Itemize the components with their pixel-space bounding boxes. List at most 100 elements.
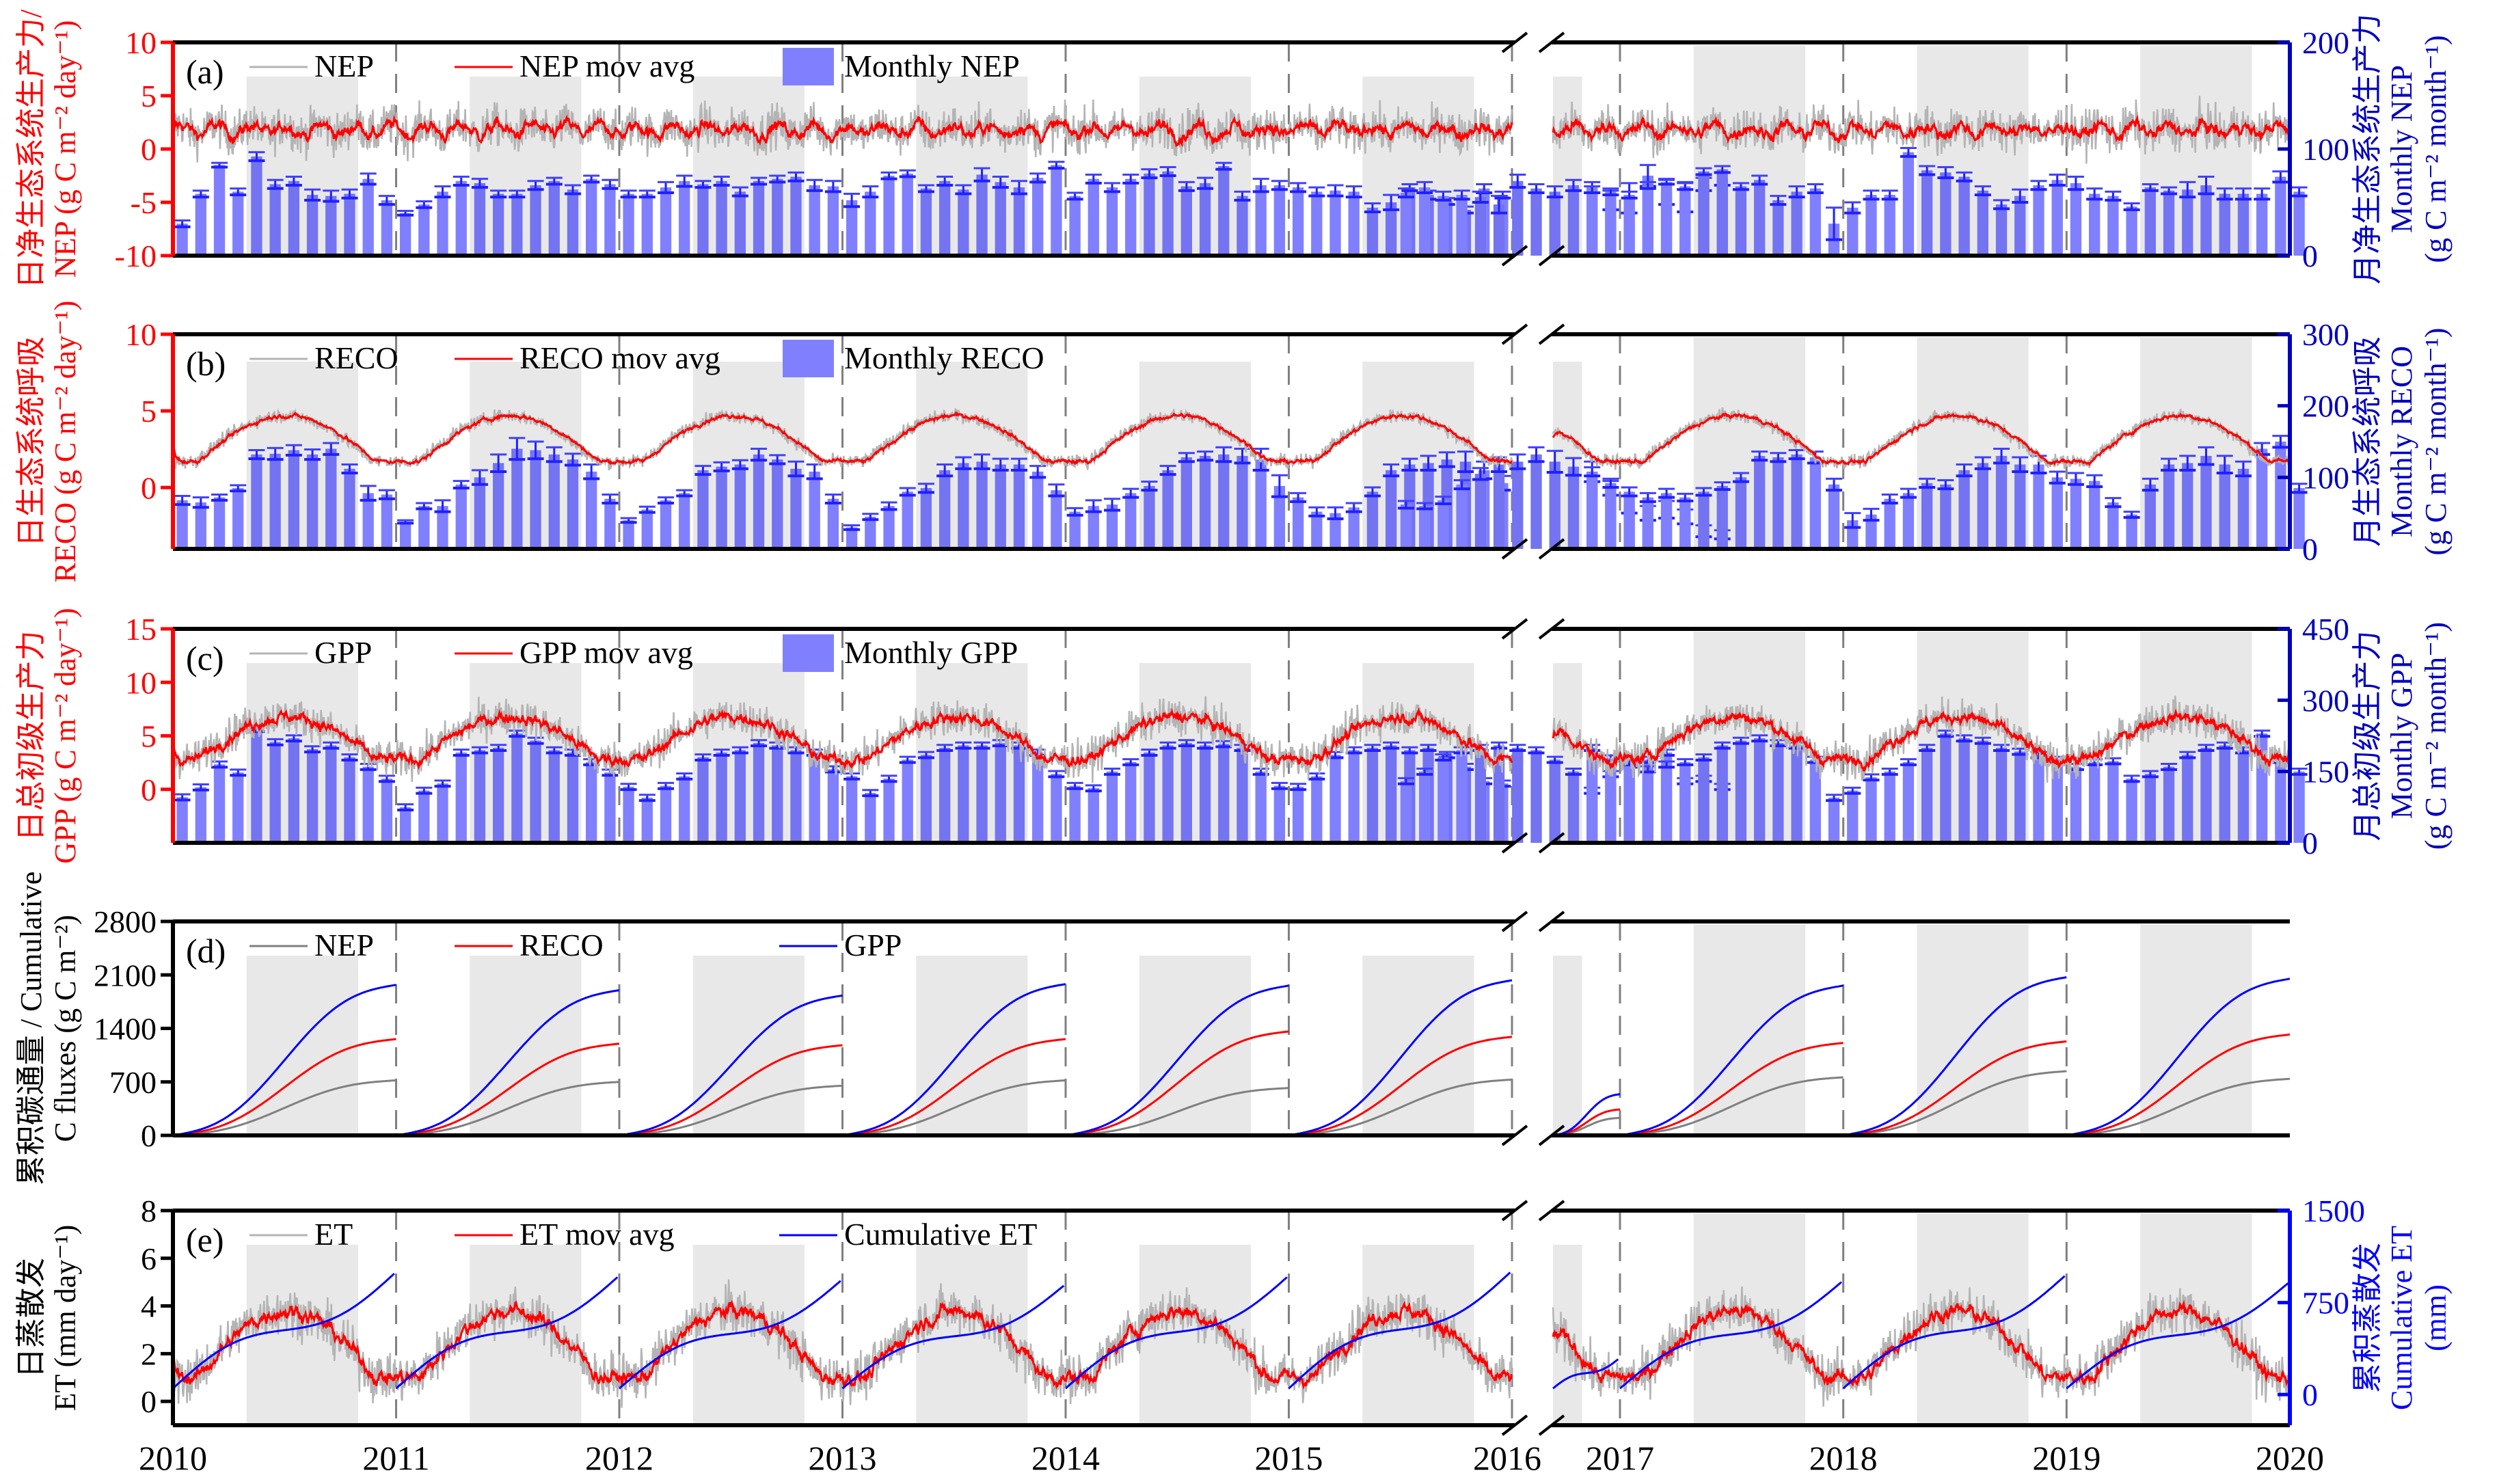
monthly-bar xyxy=(976,461,988,549)
monthly-bar xyxy=(511,193,523,256)
cumulative-reco-line xyxy=(396,1042,620,1137)
monthly-bar xyxy=(288,450,300,549)
monthly-bar xyxy=(1255,459,1267,549)
monthly-bar xyxy=(660,785,672,843)
growing-season-shade xyxy=(916,663,1028,843)
monthly-bar xyxy=(1679,186,1691,256)
daily-series-line xyxy=(172,99,1513,163)
monthly-bar xyxy=(1586,189,1598,256)
monthly-bar xyxy=(1237,747,1248,843)
growing-season-shade xyxy=(2140,924,2252,1135)
right-tick-label: 0 xyxy=(2302,1377,2318,1412)
monthly-bar xyxy=(1716,745,1728,843)
monthly-bar xyxy=(679,493,690,549)
right-tick-label: 450 xyxy=(2302,612,2349,647)
monthly-bar xyxy=(1567,771,1580,843)
monthly-bar xyxy=(1051,490,1062,549)
monthly-bar xyxy=(1088,178,1099,256)
monthly-bar xyxy=(679,180,690,256)
growing-season-shade xyxy=(246,956,358,1135)
left-tick-label: 0 xyxy=(141,1118,157,1153)
panel-tag: (c) xyxy=(186,639,224,677)
monthly-bar xyxy=(1400,504,1412,549)
left-tick-label: 2 xyxy=(141,1336,157,1371)
monthly-bar xyxy=(827,186,839,256)
monthly-bar xyxy=(1698,491,1710,549)
monthly-bar xyxy=(753,180,765,256)
cumulative-et-line xyxy=(1552,1358,1619,1390)
monthly-bar xyxy=(2126,514,2137,549)
monthly-bar xyxy=(902,759,913,843)
monthly-bar xyxy=(1679,761,1691,843)
monthly-bar xyxy=(1958,176,1970,256)
monthly-bar xyxy=(2144,484,2156,549)
monthly-bar xyxy=(809,185,820,256)
monthly-bar xyxy=(213,165,226,256)
monthly-bar xyxy=(1865,514,1877,549)
monthly-bar xyxy=(1995,204,2008,256)
monthly-bar xyxy=(2107,761,2119,843)
monthly-bar xyxy=(1902,493,1915,549)
monthly-bar xyxy=(2256,193,2268,256)
monthly-bar xyxy=(2237,193,2250,256)
left-tick-label: 2100 xyxy=(94,958,157,993)
monthly-bar xyxy=(2033,185,2044,256)
monthly-bar xyxy=(195,787,206,843)
growing-season-shade xyxy=(1693,45,1806,256)
monthly-bar xyxy=(251,454,262,549)
monthly-bar xyxy=(2275,759,2286,843)
left-tick-label: 6 xyxy=(141,1241,157,1276)
right-tick-label: 750 xyxy=(2302,1286,2349,1321)
cumulative-nep-line xyxy=(396,1081,620,1137)
monthly-bar xyxy=(1292,187,1304,256)
left-tick-label: 4 xyxy=(141,1289,157,1324)
left-tick-label: 5 xyxy=(141,719,157,754)
axis-break-mark xyxy=(1538,1200,1565,1222)
growing-season-shade xyxy=(692,663,805,843)
monthly-bar xyxy=(1921,483,1933,549)
cumulative-reco-line xyxy=(1065,1030,1289,1137)
left-axis-label-cn: 日蒸散发 xyxy=(14,1258,48,1378)
moving-average-line xyxy=(1552,708,2291,772)
monthly-bar xyxy=(1754,738,1766,843)
x-tick-label: 2017 xyxy=(1586,1439,1654,1477)
monthly-bar xyxy=(1400,781,1412,843)
monthly-bar xyxy=(1292,786,1304,843)
cumulative-nep-line xyxy=(1843,1070,2067,1137)
cumulative-et-line xyxy=(841,1284,1065,1390)
x-tick-label: 2020 xyxy=(2256,1439,2324,1477)
daily-series-line xyxy=(1552,695,2291,783)
monthly-bar xyxy=(1754,455,1766,549)
monthly-bar xyxy=(1940,733,1951,843)
monthly-bar xyxy=(1828,797,1840,843)
monthly-bar xyxy=(2033,464,2044,549)
monthly-bar xyxy=(1735,186,1747,256)
cumulative-reco-line xyxy=(2066,1033,2291,1137)
monthly-bar xyxy=(2107,502,2119,549)
monthly-bar xyxy=(251,156,262,256)
monthly-bar xyxy=(716,752,727,843)
left-tick-label: 10 xyxy=(125,25,157,60)
axis-break-mark xyxy=(1501,538,1528,560)
moving-average-line xyxy=(172,114,1513,148)
right-tick-label: 150 xyxy=(2302,755,2349,790)
monthly-bar xyxy=(1530,750,1542,843)
monthly-bar xyxy=(2219,193,2230,256)
monthly-bar xyxy=(1237,195,1248,256)
left-tick-label: 0 xyxy=(141,470,157,505)
monthly-bar xyxy=(1605,483,1617,549)
monthly-bar xyxy=(1921,747,1933,843)
monthly-bar xyxy=(325,448,337,549)
monthly-bar xyxy=(548,454,560,549)
monthly-bar xyxy=(1493,204,1505,256)
monthly-bar xyxy=(641,193,653,256)
monthly-bar xyxy=(938,470,951,549)
daily-series-line xyxy=(1552,96,2291,164)
right-axis-label-en: Monthly RECO xyxy=(2385,346,2418,537)
monthly-bar xyxy=(1273,185,1286,256)
growing-season-shade xyxy=(470,362,582,549)
monthly-bar xyxy=(2107,195,2119,256)
monthly-bar xyxy=(381,494,393,549)
monthly-bar xyxy=(1512,461,1524,549)
